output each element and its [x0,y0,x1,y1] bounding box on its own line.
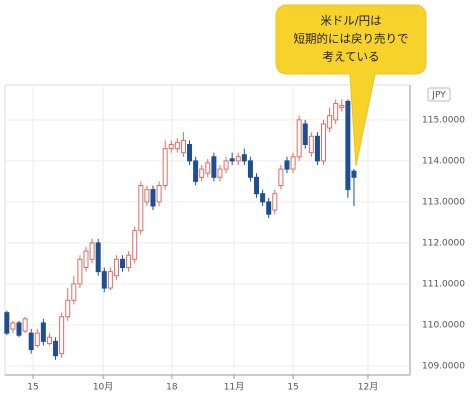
candle-body [247,160,253,178]
candle-body [138,184,144,232]
x-tick-label: 11月 [224,382,244,393]
candle-body [180,139,186,154]
candle-body [22,318,28,332]
candle-body [28,332,34,351]
candle-body [205,162,211,174]
candle-body [272,193,278,211]
candle-body [260,193,266,203]
y-tick-label: 111.0000 [422,279,465,289]
candle-body [83,250,89,269]
candle-body [71,283,77,301]
unit-box [427,87,451,102]
callout-line: 米ドル/円は [320,14,381,28]
candle-body [351,170,357,178]
callout-bubble [275,4,427,167]
candle-body [241,154,247,162]
candle-body [150,189,156,207]
y-tick-label: 115.0000 [422,115,465,125]
candle-body [235,156,241,162]
candle-body [126,254,132,269]
y-tick-label: 109.0000 [422,361,465,371]
y-tick-label: 114.0000 [422,156,465,166]
candle-body [59,316,65,355]
candle-body [314,135,320,162]
candle-body [144,189,150,203]
candle-body [16,322,22,336]
callout: 米ドル/円は 短期的には戻り売りで 考えている [275,4,427,167]
candle-body [4,312,10,334]
candle-body [333,102,339,121]
candle-body [46,336,52,344]
candle-body [211,156,217,178]
candle-body [89,242,95,260]
candle-body [187,143,193,162]
candle-body [327,115,333,129]
candle-body [162,148,168,186]
unit-label: JPY [431,91,446,101]
candle-body [302,123,308,145]
candle-body [120,258,126,269]
candle-body [199,168,205,178]
x-tick-label: 12月 [358,382,378,393]
candle-body [107,271,113,289]
candle-body [174,141,180,150]
x-tick-label: 15 [287,383,298,393]
candle-body [132,230,138,260]
candle-body [308,135,314,154]
x-tick-label: 15 [27,383,38,393]
candle-body [284,160,290,170]
candle-body [40,322,46,342]
candle-body [223,160,229,170]
y-tick-label: 113.0000 [422,197,465,207]
candle-body [229,158,235,162]
candle-body [290,156,296,170]
candle-body [193,160,199,182]
candle-body [345,100,351,191]
candle-body [77,258,83,285]
candle-body [278,168,284,186]
candle-body [339,105,345,109]
y-tick-label: 112.0000 [422,238,465,248]
candle-body [113,258,119,277]
candle-body [254,176,260,195]
x-tick-label: 10月 [93,382,113,393]
plot-area [4,84,411,376]
candle-body [217,168,223,178]
candle-body [65,299,71,318]
x-tick-label: 18 [166,383,178,393]
callout-line: 短期的には戻り売りで [294,32,409,46]
candle-body [95,242,101,273]
callout-line: 考えている [323,50,380,64]
candle-body [321,123,327,162]
candle-body [53,340,59,357]
candle-body [10,322,16,330]
candle-body [168,143,174,150]
y-tick-label: 110.0000 [422,320,465,330]
candle-body [34,332,40,346]
candle-body [101,271,107,289]
candle-body [156,184,162,203]
candle-body [266,201,272,215]
candle-body [296,119,302,158]
